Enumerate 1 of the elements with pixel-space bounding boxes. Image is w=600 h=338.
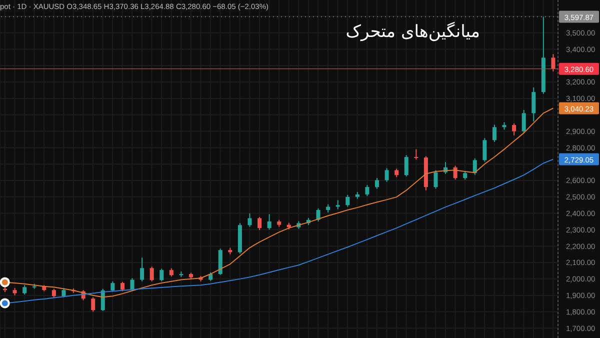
text: میانگین‌های متحرک xyxy=(344,22,480,42)
